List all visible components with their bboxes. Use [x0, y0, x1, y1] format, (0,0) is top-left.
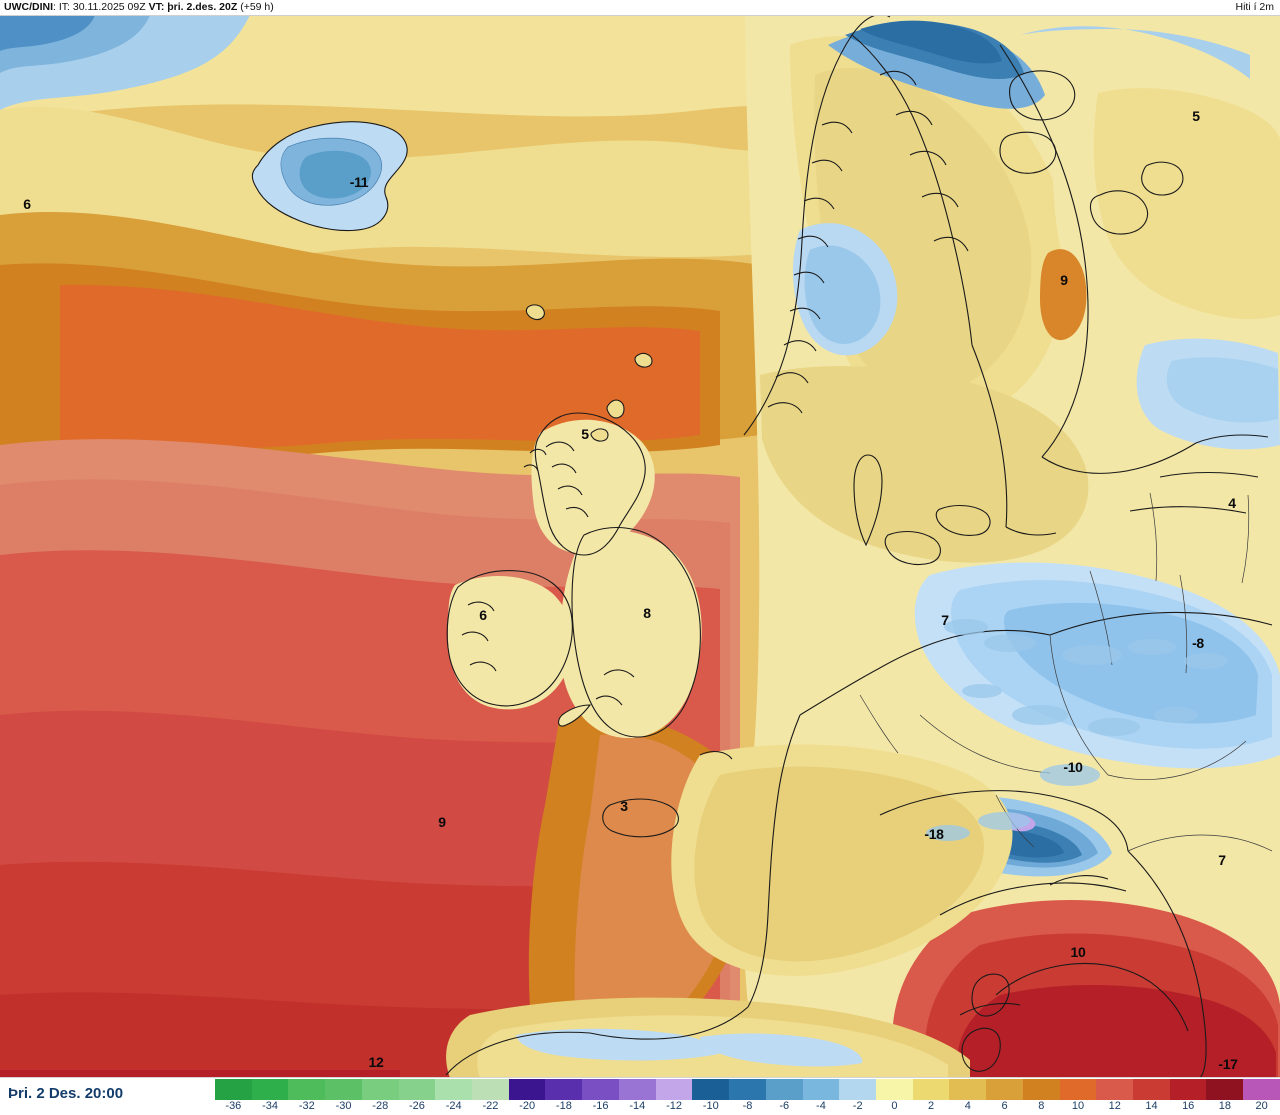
- colorbar-tick: 18: [1218, 1100, 1232, 1112]
- colorbar-tick: -4: [816, 1100, 826, 1112]
- colorbar-swatch[interactable]: [215, 1079, 252, 1100]
- colorbar-swatch[interactable]: [655, 1079, 693, 1100]
- colorbar-swatch[interactable]: [1132, 1079, 1170, 1100]
- colorbar-swatch[interactable]: [1206, 1079, 1244, 1100]
- colorbar-tick: -36: [225, 1100, 242, 1112]
- colorbar-tick: -16: [592, 1100, 609, 1112]
- colorbar-swatch[interactable]: [1022, 1079, 1060, 1100]
- colorbar-swatch[interactable]: [398, 1079, 436, 1100]
- colorbar-tick: 8: [1038, 1100, 1045, 1112]
- cold-speckle: [926, 619, 1228, 841]
- colorbar-swatch[interactable]: [435, 1079, 473, 1100]
- colorbar-swatch[interactable]: [251, 1079, 289, 1100]
- colorbar-tick: -26: [409, 1100, 425, 1112]
- colorbar-swatch[interactable]: [1059, 1079, 1097, 1100]
- colorbar-tick: -10: [702, 1100, 719, 1112]
- colorbar-swatch[interactable]: [1169, 1079, 1207, 1100]
- colorbar-swatch[interactable]: [545, 1079, 583, 1100]
- colorbar-tick: -14: [629, 1100, 646, 1112]
- model-run-info: UWC/DINI: IT: 30.11.2025 09Z VT: þri. 2.…: [4, 0, 274, 15]
- colorbar-swatch[interactable]: [325, 1079, 362, 1100]
- map-canvas: [0, 15, 1280, 1078]
- england-land: [560, 530, 702, 739]
- colorbar-swatch[interactable]: [949, 1079, 987, 1100]
- temperature-map[interactable]: 6 -11 5 9 5 4 6 8 7 -8 -10 3 9 -18 7 10 …: [0, 15, 1280, 1078]
- valid-timestamp: Þri. 2 Des. 20:00: [8, 1085, 124, 1102]
- colorbar-swatch[interactable]: [582, 1079, 619, 1100]
- run-separator: :: [53, 1, 59, 13]
- band-blue-northwest-deep: [0, 15, 95, 51]
- scotland-land: [531, 419, 655, 554]
- france-yellow-2: [694, 766, 984, 962]
- colorbar-tick: 6: [1001, 1100, 1008, 1112]
- central-europe-cold-3: [1003, 602, 1258, 724]
- lead-time: (+59 h): [240, 1, 274, 13]
- norway-fjord-cold-2: [804, 245, 881, 344]
- finland-field-2: [1093, 88, 1280, 320]
- colorbar-swatch[interactable]: [618, 1079, 656, 1100]
- colorbar-tick: 16: [1182, 1100, 1195, 1112]
- colorbar-swatch[interactable]: [839, 1079, 876, 1100]
- colorbar-tick: 20: [1255, 1100, 1268, 1112]
- colorbar-swatch[interactable]: [508, 1079, 546, 1100]
- colorbar-tick: 10: [1071, 1100, 1085, 1112]
- coastlines: [251, 15, 1273, 1078]
- colorbar-tick: -2: [852, 1100, 863, 1112]
- temperature-colorbar[interactable]: [215, 1079, 1280, 1100]
- colorbar-tick: 2: [928, 1100, 935, 1112]
- colorbar-tick: -28: [372, 1100, 389, 1112]
- barents-blue: [1020, 26, 1250, 79]
- band-red-deep: [0, 1070, 400, 1078]
- colorbar-tick: -6: [779, 1100, 790, 1112]
- parameter-label: Hiti í 2m: [1235, 1, 1274, 13]
- sweden-warm-streak: [1040, 249, 1087, 341]
- colorbar-swatch[interactable]: [692, 1079, 730, 1100]
- colorbar-tick: -20: [519, 1100, 536, 1112]
- colorbar-tick: 14: [1145, 1100, 1158, 1112]
- band-deeporange-atlantic: [60, 284, 700, 463]
- colorbar-tick-labels: -36 -34 -32 -30 -28 -26 -24 -22 -20 -18 -16 -14 -12-…: [215, 1100, 1280, 1115]
- baltic-cold-2: [1166, 357, 1278, 423]
- colorbar-swatch[interactable]: [729, 1079, 766, 1100]
- colorbar-tick: -18: [555, 1100, 572, 1112]
- colorbar-swatch[interactable]: [986, 1079, 1023, 1100]
- colorbar-tick: -32: [298, 1100, 315, 1112]
- colorbar-tick: -24: [445, 1100, 462, 1112]
- colorbar-swatch[interactable]: [875, 1079, 913, 1100]
- colorbar-swatch[interactable]: [765, 1079, 803, 1100]
- valid-time: þri. 2.des. 20Z: [167, 1, 238, 13]
- colorbar-swatch[interactable]: [472, 1079, 509, 1100]
- map-header-bar: UWC/DINI: IT: 30.11.2025 09Z VT: þri. 2.…: [0, 0, 1280, 16]
- colorbar-swatch[interactable]: [802, 1079, 840, 1100]
- colorbar-swatch[interactable]: [288, 1079, 326, 1100]
- colorbar-tick: -12: [666, 1100, 682, 1112]
- colorbar-tick: 0: [891, 1100, 898, 1112]
- colorbar-tick: -22: [482, 1100, 499, 1112]
- colorbar-swatch[interactable]: [361, 1079, 399, 1100]
- footer-bar: Þri. 2 Des. 20:00 -36 -34 -32 -30 -28 -26 -24-…: [0, 1077, 1280, 1115]
- norwegian-sea-blue-core: [860, 20, 1002, 64]
- init-label: IT:: [58, 1, 70, 13]
- italy-warm-3: [957, 984, 1276, 1078]
- valid-label: VT:: [148, 1, 165, 13]
- colorbar-tick: 12: [1108, 1100, 1121, 1112]
- colorbar-tick: -34: [262, 1100, 279, 1112]
- colorbar-tick: -30: [335, 1100, 352, 1112]
- colorbar-tick: -8: [742, 1100, 753, 1112]
- cantabrian-cold: [700, 1033, 863, 1067]
- colorbar-swatch[interactable]: [912, 1079, 950, 1100]
- init-time: 30.11.2025 09Z: [72, 1, 146, 13]
- colorbar-swatch[interactable]: [1243, 1079, 1280, 1100]
- model-name: UWC/DINI: [4, 1, 53, 13]
- colorbar-swatch[interactable]: [1096, 1079, 1133, 1100]
- colorbar-tick: 4: [964, 1100, 971, 1112]
- ireland-land: [448, 575, 573, 710]
- pyrenees-cold: [516, 1028, 722, 1061]
